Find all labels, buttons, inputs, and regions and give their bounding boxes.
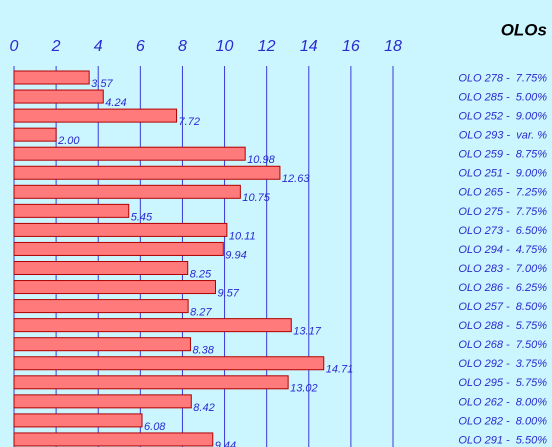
bar (13, 413, 143, 428)
value-label: 2.00 (57, 135, 80, 147)
chart-title: OLOs (501, 20, 547, 39)
category-label: OLO 282 - 8.00% (458, 415, 547, 427)
x-tick-label: 10 (216, 38, 234, 55)
value-label: 10.98 (247, 154, 275, 166)
x-tick-label: 14 (300, 38, 318, 55)
category-label: OLO 262 - 8.00% (458, 396, 547, 408)
x-tick-label: 0 (10, 38, 19, 55)
value-label: 13.02 (290, 383, 318, 395)
category-label: OLO 265 - 7.25% (458, 187, 547, 199)
category-label: OLO 275 - 7.75% (458, 206, 547, 218)
value-label: 8.25 (190, 268, 212, 280)
value-label: 8.27 (190, 307, 212, 319)
x-tick-label: 6 (136, 38, 145, 55)
category-label: OLO 251 - 9.00% (458, 168, 547, 180)
value-label: 9.44 (215, 440, 236, 447)
value-label: 5.45 (131, 211, 153, 223)
bar (13, 337, 191, 352)
category-label: OLO 252 - 9.00% (458, 111, 547, 123)
bar (13, 432, 214, 447)
category-label: OLO 288 - 5.75% (458, 320, 547, 332)
bar (13, 203, 130, 218)
value-label: 12.63 (282, 173, 310, 185)
value-label: 6.08 (144, 421, 166, 433)
value-label: 9.57 (218, 287, 240, 299)
category-label: OLO 286 - 6.25% (458, 282, 547, 294)
category-label: OLO 295 - 5.75% (458, 377, 547, 389)
bar (13, 70, 90, 85)
bar (13, 146, 246, 161)
category-label: OLO 294 - 4.75% (458, 244, 547, 256)
x-tick-label: 2 (51, 38, 61, 55)
value-label: 9.94 (225, 249, 246, 261)
bar (13, 375, 289, 390)
bar (13, 89, 104, 104)
category-label: OLO 285 - 5.00% (458, 91, 547, 103)
bar (13, 184, 241, 199)
bar (13, 165, 281, 180)
value-label: 14.71 (326, 364, 354, 376)
value-label: 10.11 (229, 230, 256, 242)
category-label: OLO 291 - 5.50% (458, 434, 547, 446)
bar (13, 394, 192, 409)
bar (13, 241, 224, 256)
category-label: OLO 268 - 7.50% (458, 339, 547, 351)
category-label: OLO 292 - 3.75% (458, 358, 547, 370)
value-label: 3.57 (91, 78, 113, 90)
bar (13, 299, 189, 314)
bar (13, 318, 292, 333)
category-label: OLO 283 - 7.00% (458, 263, 547, 275)
value-label: 10.75 (242, 192, 270, 204)
category-label: OLO 257 - 8.50% (458, 301, 547, 313)
bar (13, 222, 228, 237)
x-tick-label: 4 (94, 38, 103, 55)
category-label: OLO 293 - var. % (459, 130, 547, 142)
value-label: 4.24 (105, 97, 126, 109)
bar (13, 127, 57, 142)
x-tick-label: 16 (342, 38, 360, 55)
value-label: 13.17 (293, 326, 321, 338)
bar (13, 356, 325, 371)
value-label: 8.38 (192, 345, 214, 357)
x-tick-label: 12 (258, 38, 276, 55)
bar (13, 108, 178, 123)
x-tick-label: 18 (384, 38, 402, 55)
x-tick-label: 8 (178, 38, 187, 55)
value-label: 7.72 (179, 116, 200, 128)
category-label: OLO 278 - 7.75% (458, 72, 547, 84)
bar (13, 261, 189, 275)
category-label: OLO 259 - 8.75% (458, 149, 547, 161)
bar (13, 280, 217, 295)
value-label: 8.42 (193, 402, 214, 414)
category-label: OLO 273 - 6.50% (458, 225, 547, 237)
